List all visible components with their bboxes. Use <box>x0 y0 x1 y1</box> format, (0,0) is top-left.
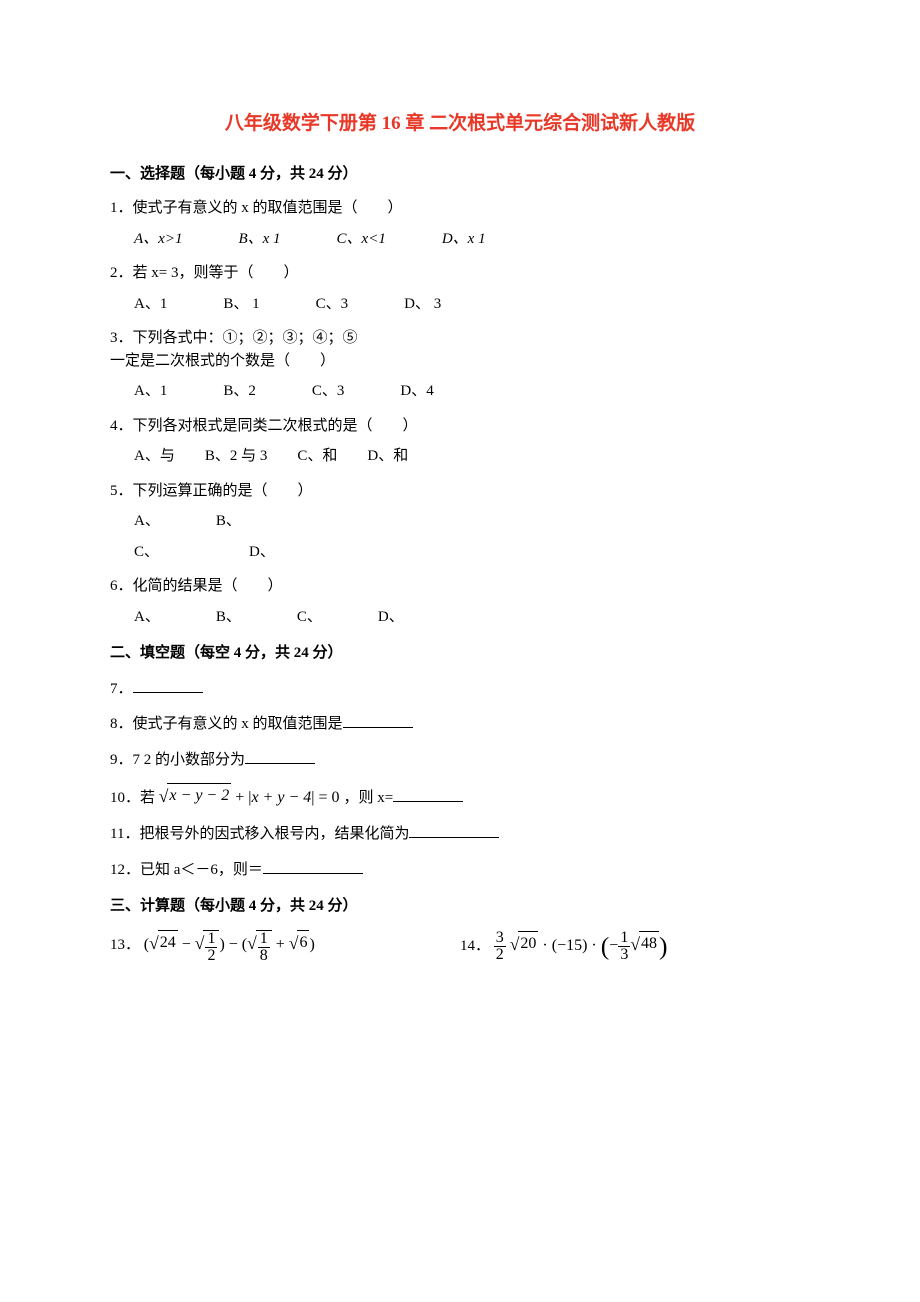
q5-options-row1: A、 B、 <box>134 510 810 533</box>
q3-opt-c: C、3 <box>312 380 345 403</box>
q3-opt-b: B、2 <box>223 380 256 403</box>
q5-opt-a: A、 <box>134 510 160 533</box>
question-8: 8．使式子有意义的 x 的取值范围是 <box>110 712 810 736</box>
question-13-14-row: 13． (24 − 12) − (18 + 6) 14． 32 20 · (−1… <box>110 930 810 964</box>
q5-opt-b: B、 <box>216 510 241 533</box>
q6-opt-c: C、 <box>297 606 322 629</box>
question-13: 13． (24 − 12) − (18 + 6) <box>110 930 460 964</box>
q14-math: 32 20 · (−15) · (−1348) <box>494 937 668 954</box>
q1-opt-c: C、x<1 <box>337 228 386 251</box>
question-5: 5．下列运算正确的是（ ） A、 B、 C、 D、 <box>110 480 810 564</box>
q2-options: A、1 B、 1 C、3 D、 3 <box>134 293 810 316</box>
question-6: 6．化简的结果是（ ） A、 B、 C、 D、 <box>110 575 810 628</box>
question-2: 2．若 x= 3，则等于（ ） A、1 B、 1 C、3 D、 3 <box>110 262 810 315</box>
question-1: 1．使式子有意义的 x 的取值范围是（ ） A、x>1 B、x 1 C、x<1 … <box>110 197 810 250</box>
q4-options: A、与 B、2 与 3 C、和 D、和 <box>134 445 810 468</box>
q2-opt-a: A、1 <box>134 293 167 316</box>
question-3: 3．下列各式中：①；②；③；④；⑤ 一定是二次根式的个数是（ ） A、1 B、2… <box>110 327 810 403</box>
q2-opt-d: D、 3 <box>404 293 441 316</box>
section-1-heading: 一、选择题（每小题 4 分，共 24 分） <box>110 163 810 186</box>
q2-text: 2．若 x= 3，则等于（ ） <box>110 262 810 285</box>
q3-opt-d: D、4 <box>400 380 433 403</box>
q3-line2: 一定是二次根式的个数是（ ） <box>110 350 810 373</box>
page-title: 八年级数学下册第 16 章 二次根式单元综合测试新人教版 <box>110 110 810 139</box>
q5-text: 5．下列运算正确的是（ ） <box>110 480 810 503</box>
question-12: 12．已知 a＜－6，则＝ <box>110 858 810 882</box>
q1-opt-a: A、x>1 <box>134 228 182 251</box>
q6-opt-a: A、 <box>134 606 160 629</box>
blank-11 <box>409 822 499 838</box>
q6-text: 6．化简的结果是（ ） <box>110 575 810 598</box>
question-7: 7． <box>110 677 810 701</box>
q3-opt-a: A、1 <box>134 380 167 403</box>
question-4: 4．下列各对根式是同类二次根式的是（ ） A、与 B、2 与 3 C、和 D、和 <box>110 415 810 468</box>
q1-options: A、x>1 B、x 1 C、x<1 D、x 1 <box>134 228 810 251</box>
q10-math: x − y − 2 + |x + y − 4| = 0 <box>159 789 344 806</box>
blank-8 <box>343 712 413 728</box>
q5-options-row2: C、 D、 <box>134 541 810 564</box>
q2-opt-c: C、3 <box>316 293 349 316</box>
q5-opt-d: D、 <box>249 541 275 564</box>
q3-line1: 3．下列各式中：①；②；③；④；⑤ <box>110 327 810 350</box>
q2-opt-b: B、 1 <box>223 293 259 316</box>
question-9: 9．7 2 的小数部分为 <box>110 748 810 772</box>
section-3-heading: 三、计算题（每小题 4 分，共 24 分） <box>110 895 810 918</box>
q1-opt-d: D、x 1 <box>442 228 486 251</box>
blank-12 <box>263 858 363 874</box>
q4-opt-d: D、和 <box>367 445 408 468</box>
q3-options: A、1 B、2 C、3 D、4 <box>134 380 810 403</box>
question-14: 14． 32 20 · (−15) · (−1348) <box>460 930 810 964</box>
q4-opt-c: C、和 <box>297 445 337 468</box>
section-2-heading: 二、填空题（每空 4 分，共 24 分） <box>110 642 810 665</box>
blank-9 <box>245 748 315 764</box>
q6-opt-d: D、 <box>378 606 404 629</box>
question-10: 10．若 x − y − 2 + |x + y − 4| = 0 ，则 x= <box>110 783 810 810</box>
q4-opt-a: A、与 <box>134 445 175 468</box>
q13-math: (24 − 12) − (18 + 6) <box>144 936 315 953</box>
blank-10 <box>393 786 463 802</box>
blank-7 <box>133 677 203 693</box>
q4-opt-b: B、2 与 3 <box>205 445 268 468</box>
q1-text: 1．使式子有意义的 x 的取值范围是（ ） <box>110 197 810 220</box>
q6-opt-b: B、 <box>216 606 241 629</box>
q4-text: 4．下列各对根式是同类二次根式的是（ ） <box>110 415 810 438</box>
q5-opt-c: C、 <box>134 541 159 564</box>
question-11: 11．把根号外的因式移入根号内，结果化简为 <box>110 822 810 846</box>
q6-options: A、 B、 C、 D、 <box>134 606 810 629</box>
q1-opt-b: B、x 1 <box>238 228 280 251</box>
